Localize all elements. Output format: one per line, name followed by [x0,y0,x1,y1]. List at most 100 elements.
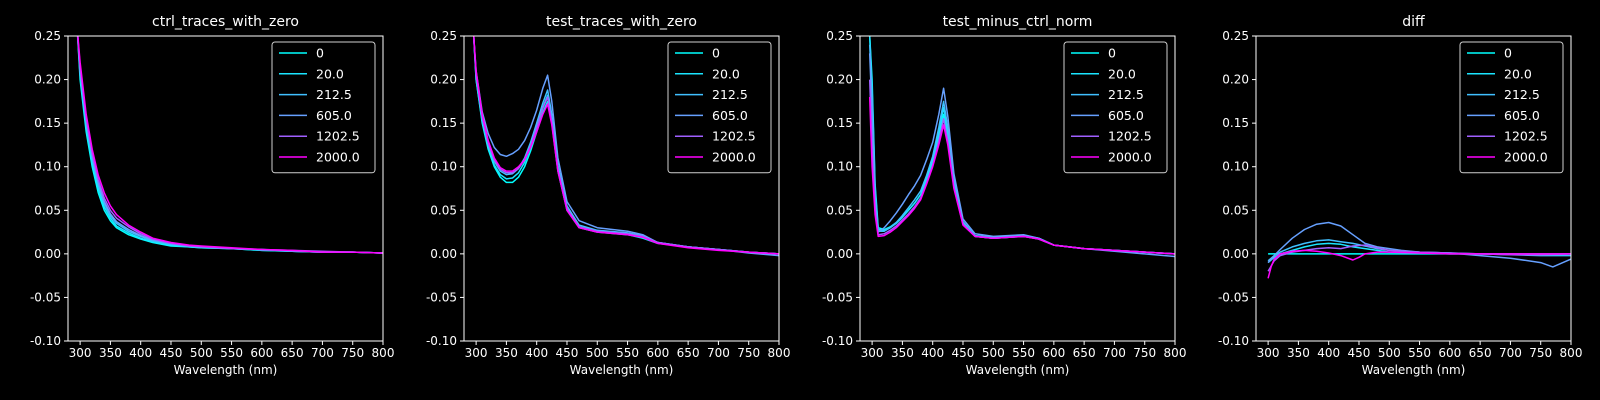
y-tick-label: -0.10 [1218,334,1249,348]
x-tick-label: 500 [190,346,213,360]
series-line-2000.0 [1267,249,1571,279]
x-tick-label: 350 [99,346,122,360]
x-tick-label: 600 [1042,346,1065,360]
series-line-2000.0 [77,36,383,254]
y-tick-label: 0.20 [430,73,457,87]
legend-label: 2000.0 [1504,150,1548,165]
x-axis-label: Wavelength (nm) [570,363,674,377]
legend-frame [1459,41,1564,174]
x-tick-label: 400 [921,346,944,360]
x-tick-label: 650 [1073,346,1096,360]
x-tick-label: 550 [1012,346,1035,360]
axes-frame [67,35,384,342]
chart-title: diff [1402,14,1425,30]
legend-frame [271,41,376,174]
x-tick-label: 600 [646,346,669,360]
series-line-1202.5 [472,36,779,255]
legend-label: 1202.5 [1504,129,1548,144]
y-tick-label: 0.00 [826,247,853,261]
series-line-2000.0 [868,96,1175,255]
axes-frame [1255,35,1572,342]
x-tick-label: 450 [1348,346,1371,360]
x-tick-label: 650 [281,346,304,360]
legend-label: 212.5 [1504,87,1540,102]
x-tick-label: 800 [1164,346,1187,360]
legend-label: 20.0 [316,66,344,81]
legend-label: 1202.5 [712,129,756,144]
y-tick-label: 0.25 [826,29,853,43]
legend-label: 0 [1108,46,1116,61]
legend-label: 212.5 [1108,87,1144,102]
x-tick-label: 700 [707,346,730,360]
legend-label: 0 [712,46,720,61]
legend-label: 1202.5 [316,129,360,144]
x-tick-label: 550 [1408,346,1431,360]
legend-label: 0 [1504,46,1512,61]
x-tick-label: 650 [1469,346,1492,360]
y-tick-label: 0.05 [430,203,457,217]
y-tick-label: 0.15 [34,116,61,130]
chart-title: test_minus_ctrl_norm [943,14,1093,30]
x-tick-label: 550 [616,346,639,360]
x-axis-label: Wavelength (nm) [966,363,1070,377]
legend-label: 20.0 [1504,66,1532,81]
x-tick-label: 350 [495,346,518,360]
x-tick-label: 700 [311,346,334,360]
y-tick-label: 0.10 [430,160,457,174]
x-tick-label: 300 [69,346,92,360]
y-tick-label: 0.20 [1222,73,1249,87]
x-tick-label: 300 [861,346,884,360]
x-tick-label: 650 [677,346,700,360]
x-tick-label: 800 [372,346,395,360]
legend: 0 20.0 212.5 605.0 1202.5 2000.0 [667,41,772,174]
y-tick-label: 0.15 [430,116,457,130]
legend-label: 20.0 [712,66,740,81]
x-tick-label: 350 [1287,346,1310,360]
y-tick-label: 0.20 [34,73,61,87]
y-tick-label: 0.00 [430,247,457,261]
chart-panel-1: 300 350 400 450 500 550 600 650 700 750 800 -0.10 -0… [30,14,395,377]
x-tick-label: 400 [129,346,152,360]
chart-title: ctrl_traces_with_zero [152,14,299,30]
y-tick-label: -0.05 [1218,290,1249,304]
y-tick-label: 0.15 [1222,116,1249,130]
chart-title: test_traces_with_zero [546,14,697,30]
x-tick-label: 400 [525,346,548,360]
legend-label: 212.5 [316,87,352,102]
legend: 0 20.0 212.5 605.0 1202.5 2000.0 [1459,41,1564,174]
x-tick-label: 700 [1499,346,1522,360]
y-tick-label: 0.20 [826,73,853,87]
x-tick-label: 300 [1257,346,1280,360]
x-tick-label: 300 [465,346,488,360]
x-tick-label: 400 [1317,346,1340,360]
series-line-2000.0 [472,36,779,255]
series-group [1267,221,1571,279]
chart-panel-3: 300 350 400 450 500 550 600 650 700 750 800 -0.10 -0… [822,14,1187,377]
chart-panel-4: 300 350 400 450 500 550 600 650 700 750 800 -0.10 -0… [1218,14,1583,377]
y-tick-label: -0.05 [30,290,61,304]
x-tick-label: 500 [982,346,1005,360]
x-tick-label: 800 [1560,346,1583,360]
x-tick-label: 600 [250,346,273,360]
y-tick-label: 0.25 [430,29,457,43]
x-tick-label: 500 [586,346,609,360]
legend-label: 20.0 [1108,66,1136,81]
x-tick-label: 350 [891,346,914,360]
y-tick-label: 0.15 [826,116,853,130]
x-tick-label: 550 [220,346,243,360]
axes-frame [859,35,1176,342]
x-tick-label: 450 [556,346,579,360]
legend-label: 605.0 [1504,108,1540,123]
x-tick-label: 500 [1378,346,1401,360]
y-tick-label: 0.05 [826,203,853,217]
y-tick-label: 0.25 [34,29,61,43]
legend: 0 20.0 212.5 605.0 1202.5 2000.0 [1063,41,1168,174]
x-axis-label: Wavelength (nm) [174,363,278,377]
legend-frame [1063,41,1168,174]
series-group [472,36,779,257]
series-group [868,36,1175,258]
x-tick-label: 750 [1529,346,1552,360]
x-tick-label: 450 [160,346,183,360]
y-tick-label: -0.10 [426,334,457,348]
y-tick-label: -0.10 [30,334,61,348]
